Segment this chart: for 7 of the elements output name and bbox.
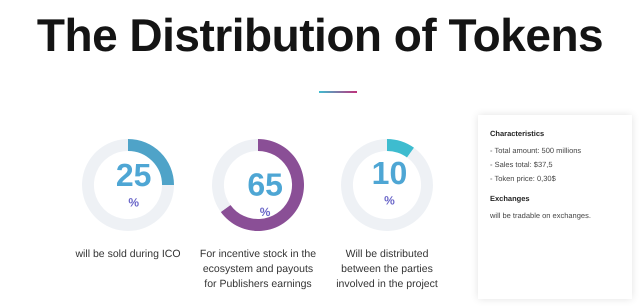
text: will be sold during ICO (74, 247, 182, 262)
data-label: 10 % (372, 155, 408, 208)
data-label: 65 % (247, 166, 283, 219)
data-label: 25 % (116, 157, 152, 210)
text: The Distribution of Tokens (36, 8, 604, 62)
text: Will be distributed between the parties involved in the project (335, 247, 439, 292)
text: For incentive stock in the ecosystem and payouts for Publishers earnings (198, 247, 318, 292)
